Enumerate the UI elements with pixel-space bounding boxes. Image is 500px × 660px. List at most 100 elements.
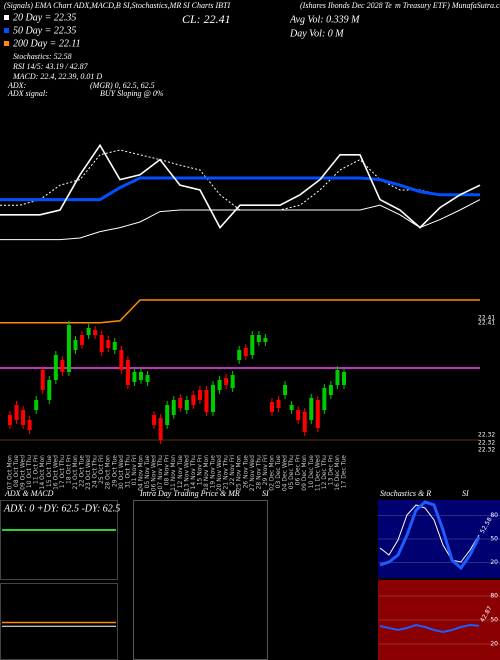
x-tick-label: 07 Oct Mon bbox=[7, 455, 14, 490]
price-label: 22.32 bbox=[478, 447, 495, 454]
candle-body bbox=[21, 410, 26, 425]
day-volume: Day Vol: 0 M bbox=[289, 28, 344, 39]
avg-volume: Avg Vol: 0.339 M bbox=[289, 14, 360, 25]
candle-body bbox=[204, 390, 209, 412]
x-tick-label: 18 Nov Mon bbox=[203, 455, 210, 491]
x-tick-label: 28 Oct Mon bbox=[105, 455, 112, 490]
candle-body bbox=[197, 390, 202, 400]
x-tick-label: 09 Oct Wed bbox=[20, 455, 27, 490]
candle-body bbox=[184, 400, 189, 410]
series-line bbox=[0, 199, 481, 241]
panel-title: ADX & MACD bbox=[4, 489, 54, 498]
candle-body bbox=[47, 380, 52, 400]
candle-body bbox=[93, 330, 98, 335]
x-tick-label: 22 Nov Fri bbox=[229, 455, 236, 486]
candle-body bbox=[230, 375, 235, 388]
candle-body bbox=[138, 372, 143, 380]
candle-body bbox=[283, 385, 288, 395]
x-tick-label: 23 Oct Wed bbox=[85, 455, 92, 490]
panel-title: SI bbox=[262, 489, 269, 498]
x-tick-label: 14 Oct Mon bbox=[39, 455, 46, 490]
x-tick-label: 21 Nov Thu bbox=[223, 455, 230, 490]
candle-body bbox=[342, 372, 346, 385]
x-tick-label: 15 Oct Tue bbox=[46, 455, 53, 487]
adx-signal-label: ADX signal: bbox=[7, 89, 48, 98]
legend-swatch bbox=[4, 41, 9, 46]
x-tick-label: 16 Dec Mon bbox=[334, 455, 341, 491]
candle-body bbox=[34, 400, 39, 410]
x-tick-label: 12 Dec Thu bbox=[321, 455, 328, 490]
candle-body bbox=[243, 348, 248, 356]
candle-body bbox=[106, 340, 111, 348]
x-tick-label: 31 Oct Thu bbox=[124, 455, 131, 488]
x-tick-label: 05 Dec Thu bbox=[288, 455, 295, 490]
candle-body bbox=[237, 350, 242, 360]
candle-body bbox=[315, 400, 320, 428]
panel-title: Intra Day Trading Price & MR bbox=[139, 489, 240, 498]
x-tick-label: 26 Nov Tue bbox=[242, 455, 249, 489]
candle-body bbox=[263, 338, 268, 342]
y-tick-label: 80 bbox=[490, 512, 498, 519]
x-tick-label: 28 Nov Thu bbox=[255, 455, 262, 490]
candle-body bbox=[302, 412, 307, 432]
x-tick-label: 17 Dec Tue bbox=[341, 455, 348, 489]
x-tick-label: 30 Oct Wed bbox=[118, 455, 125, 490]
x-tick-label: 09 Dec Mon bbox=[301, 455, 308, 491]
series-line bbox=[0, 149, 481, 211]
x-tick-label: 27 Nov Wed bbox=[249, 455, 256, 491]
candle-body bbox=[289, 405, 294, 410]
candle-body bbox=[60, 360, 65, 372]
candle-body bbox=[119, 350, 124, 370]
panel-title: SI bbox=[462, 489, 469, 498]
candle-body bbox=[211, 385, 216, 412]
x-tick-label: 11 Oct Fri bbox=[33, 455, 40, 484]
candle-body bbox=[14, 405, 19, 420]
candle-body bbox=[80, 335, 85, 345]
x-tick-label: 13 Dec Fri bbox=[327, 455, 334, 486]
title-part: (Signals) EMA Chart ADX,MACD,B bbox=[4, 1, 121, 10]
price-label: 22.41 bbox=[478, 320, 495, 327]
close-price: CL: 22.41 bbox=[182, 12, 231, 26]
x-tick-label: 11 Nov Mon bbox=[170, 455, 177, 491]
panel-frame bbox=[0, 500, 118, 580]
candle-body bbox=[309, 398, 314, 420]
x-tick-label: 25 Oct Fri bbox=[98, 455, 105, 484]
x-tick-label: 06 Nov Wed bbox=[151, 455, 158, 491]
price-label: 22.41 bbox=[478, 315, 495, 322]
x-tick-label: 01 Nov Fri bbox=[131, 455, 138, 486]
candle-body bbox=[165, 405, 170, 425]
series-line bbox=[0, 299, 480, 324]
x-tick-label: 18 Oct Fri bbox=[65, 455, 72, 484]
series-line bbox=[0, 143, 481, 229]
x-tick-label: 12 Nov Tue bbox=[177, 455, 184, 489]
x-tick-label: 10 Oct Thu bbox=[26, 455, 33, 488]
x-tick-label: 16 Oct Wed bbox=[52, 455, 59, 490]
x-tick-label: 19 Nov Tue bbox=[210, 455, 217, 489]
x-tick-label: 10 Dec Tue bbox=[308, 455, 315, 489]
candle-body bbox=[171, 400, 176, 415]
price-label: 22.32 bbox=[478, 440, 495, 447]
candle-body bbox=[73, 340, 78, 350]
x-tick-label: 05 Nov Tue bbox=[144, 455, 151, 489]
x-tick-label: 06 Dec Fri bbox=[295, 455, 302, 486]
panel-bg bbox=[378, 580, 500, 660]
title-part: SI,Stochastics,MR bbox=[123, 1, 181, 10]
adx-signal-value: BUY Sloping @ 0% bbox=[100, 89, 164, 98]
candle-body bbox=[217, 380, 222, 390]
candle-body bbox=[40, 370, 45, 390]
x-tick-label: 29 Nov Fri bbox=[262, 455, 269, 486]
candle-body bbox=[269, 402, 274, 412]
series-line bbox=[0, 176, 480, 202]
y-tick-label: 20 bbox=[490, 641, 498, 648]
candle-body bbox=[152, 415, 157, 425]
panel-title: Stochastics & R bbox=[380, 489, 431, 498]
candle-body bbox=[145, 375, 150, 382]
x-tick-label: 14 Nov Thu bbox=[190, 455, 197, 490]
legend-text: 20 Day = 22.35 bbox=[13, 12, 76, 23]
candle-body bbox=[99, 335, 104, 352]
candle-body bbox=[256, 335, 261, 342]
series-line bbox=[379, 504, 480, 563]
candle-body bbox=[132, 372, 137, 382]
